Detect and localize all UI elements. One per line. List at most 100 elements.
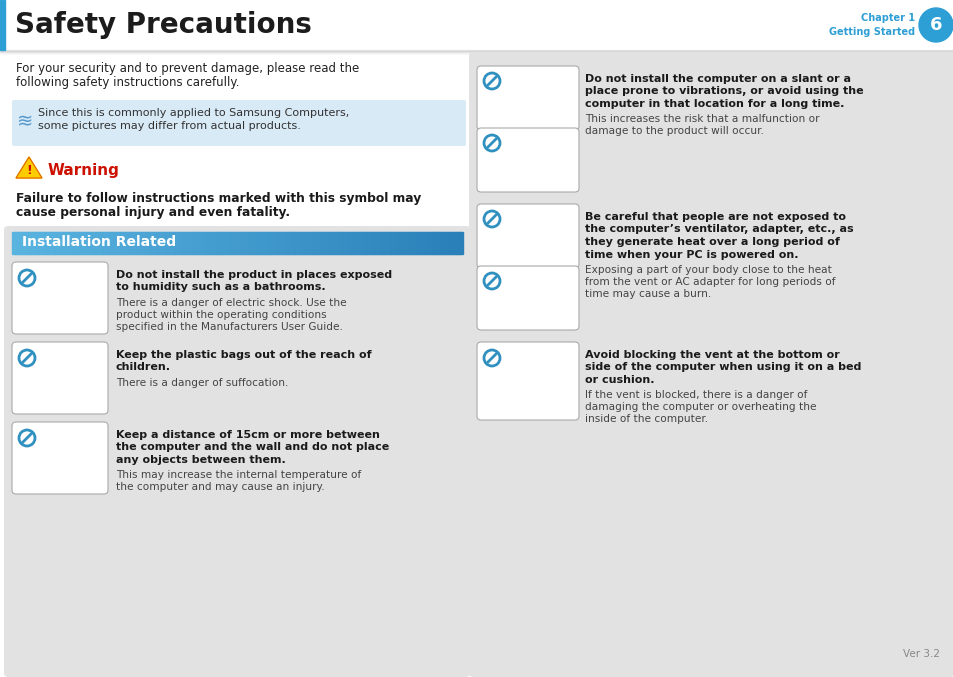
Bar — [398, 232, 402, 254]
FancyBboxPatch shape — [4, 226, 470, 677]
Text: some pictures may differ from actual products.: some pictures may differ from actual pro… — [38, 121, 300, 131]
Bar — [330, 232, 334, 254]
Bar — [314, 232, 318, 254]
Text: Chapter 1: Chapter 1 — [860, 13, 914, 23]
Text: inside of the computer.: inside of the computer. — [584, 414, 707, 424]
Bar — [75, 232, 78, 254]
Bar — [338, 232, 342, 254]
Text: Warning: Warning — [48, 164, 120, 179]
Bar — [437, 232, 441, 254]
Text: or cushion.: or cushion. — [584, 375, 654, 385]
Text: Ver 3.2: Ver 3.2 — [902, 649, 939, 659]
Bar — [173, 232, 177, 254]
Bar — [210, 232, 213, 254]
Bar — [414, 232, 417, 254]
Bar — [147, 232, 151, 254]
Text: If the vent is blocked, there is a danger of: If the vent is blocked, there is a dange… — [584, 391, 806, 401]
Bar — [252, 232, 255, 254]
Bar — [405, 232, 408, 254]
Bar — [33, 232, 36, 254]
Text: to humidity such as a bathrooms.: to humidity such as a bathrooms. — [116, 282, 325, 292]
Text: For your security and to prevent damage, please read the: For your security and to prevent damage,… — [16, 62, 359, 75]
Text: specified in the Manufacturers User Guide.: specified in the Manufacturers User Guid… — [116, 322, 342, 332]
Bar — [152, 232, 156, 254]
Bar — [123, 232, 127, 254]
Text: Do not install the product in places exposed: Do not install the product in places exp… — [116, 270, 392, 280]
Bar — [99, 232, 103, 254]
Text: Keep the plastic bags out of the reach of: Keep the plastic bags out of the reach o… — [116, 350, 372, 360]
Bar — [132, 232, 135, 254]
Bar — [126, 232, 130, 254]
Bar — [189, 232, 193, 254]
Bar — [27, 232, 30, 254]
Bar — [36, 232, 40, 254]
FancyBboxPatch shape — [12, 100, 465, 146]
Bar — [192, 232, 195, 254]
Bar — [369, 232, 373, 254]
Bar — [90, 232, 93, 254]
Text: cause personal injury and even fatality.: cause personal injury and even fatality. — [16, 206, 290, 219]
Bar — [351, 232, 355, 254]
Bar — [341, 232, 345, 254]
Bar — [440, 232, 444, 254]
Bar — [165, 232, 169, 254]
Text: Getting Started: Getting Started — [828, 27, 914, 37]
Bar — [92, 232, 96, 254]
Bar — [159, 232, 162, 254]
Bar — [422, 232, 426, 254]
Bar — [219, 232, 222, 254]
Bar — [375, 232, 378, 254]
Bar — [458, 232, 462, 254]
FancyBboxPatch shape — [476, 204, 578, 268]
Bar — [63, 232, 67, 254]
Bar — [306, 232, 310, 254]
Bar — [57, 232, 61, 254]
Bar — [327, 232, 331, 254]
Text: following safety instructions carefully.: following safety instructions carefully. — [16, 76, 239, 89]
Text: computer in that location for a long time.: computer in that location for a long tim… — [584, 99, 843, 109]
FancyBboxPatch shape — [476, 266, 578, 330]
Bar — [30, 232, 33, 254]
Bar — [432, 232, 436, 254]
Bar — [120, 232, 124, 254]
Bar — [345, 232, 348, 254]
Bar — [213, 232, 216, 254]
Bar — [348, 232, 352, 254]
Text: Do not install the computer on a slant or a: Do not install the computer on a slant o… — [584, 74, 850, 84]
Bar — [246, 232, 250, 254]
Text: Keep a distance of 15cm or more between: Keep a distance of 15cm or more between — [116, 430, 379, 440]
Text: !: ! — [26, 165, 31, 177]
FancyBboxPatch shape — [469, 52, 953, 677]
Text: time may cause a burn.: time may cause a burn. — [584, 289, 711, 299]
Bar — [162, 232, 166, 254]
FancyBboxPatch shape — [12, 262, 108, 334]
Bar — [186, 232, 190, 254]
Bar — [254, 232, 258, 254]
Bar — [113, 232, 117, 254]
Bar — [0, 52, 953, 53]
Text: time when your PC is powered on.: time when your PC is powered on. — [584, 250, 798, 259]
Text: the computer and may cause an injury.: the computer and may cause an injury. — [116, 483, 324, 492]
Bar — [141, 232, 145, 254]
Text: 6: 6 — [929, 16, 942, 34]
Bar — [335, 232, 339, 254]
Bar — [303, 232, 306, 254]
Bar — [384, 232, 387, 254]
Bar — [0, 53, 953, 54]
Text: from the vent or AC adapter for long periods of: from the vent or AC adapter for long per… — [584, 277, 835, 287]
Bar — [111, 232, 114, 254]
Bar — [393, 232, 396, 254]
Bar — [81, 232, 85, 254]
Bar — [363, 232, 366, 254]
Bar — [105, 232, 109, 254]
Text: ≋: ≋ — [17, 112, 33, 131]
Bar — [135, 232, 138, 254]
Bar — [450, 232, 453, 254]
Text: Failure to follow instructions marked with this symbol may: Failure to follow instructions marked wi… — [16, 192, 421, 205]
Bar — [42, 232, 46, 254]
Text: side of the computer when using it on a bed: side of the computer when using it on a … — [584, 362, 861, 372]
Text: the computer’s ventilator, adapter, etc., as: the computer’s ventilator, adapter, etc.… — [584, 225, 853, 234]
Bar — [390, 232, 394, 254]
Bar — [87, 232, 91, 254]
Bar — [39, 232, 43, 254]
